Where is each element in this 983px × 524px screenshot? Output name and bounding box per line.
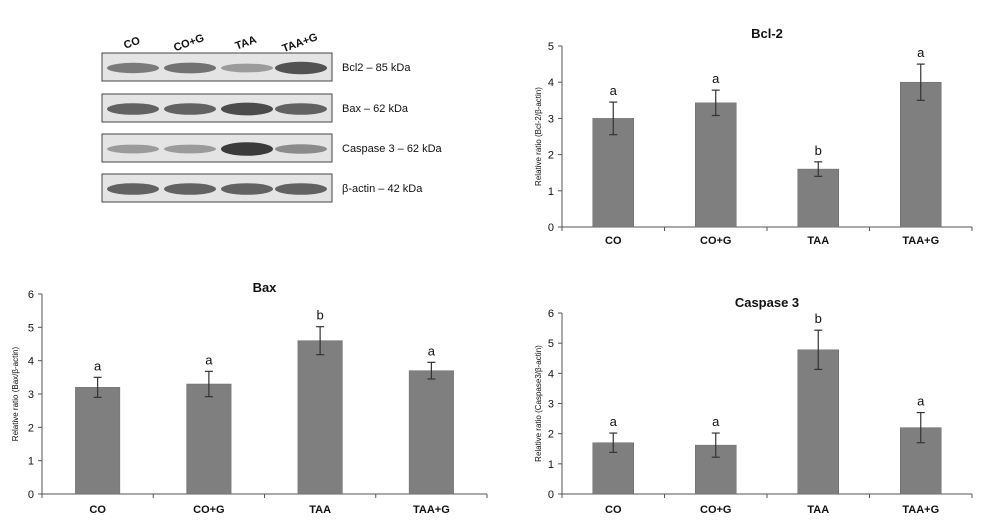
y-tick-label: 4: [548, 368, 554, 380]
y-tick-label: 1: [28, 456, 34, 468]
y-tick-label: 6: [548, 308, 554, 320]
caspase3-chart: Caspase 3 Relative ratio (Caspase3/β-acti…: [534, 295, 973, 516]
bar-3: [408, 370, 454, 495]
category-label-1: CO+G: [700, 235, 731, 247]
y-axis-label: Relative ratio (Caspase3/β-actin): [534, 345, 543, 462]
chart-title: Bax: [253, 280, 278, 295]
bcl2-chart: Bcl-2 Relative ratio (Bcl-2/β-actin) 0 1 2 3 4…: [534, 26, 973, 247]
significance-label-2: b: [815, 311, 822, 326]
y-tick-label: 3: [548, 399, 554, 411]
bax-chart: Bax Relative ratio (Bax/β-actin) 0 1 2 3 4 5 6 a C…: [11, 280, 488, 516]
significance-label-2: b: [815, 143, 822, 158]
y-tick-label: 1: [548, 186, 554, 198]
blot-band: [221, 183, 273, 195]
blot-band: [221, 63, 273, 73]
blot-band: [164, 62, 216, 74]
blot-band: [164, 144, 216, 154]
chart-title: Bcl-2: [751, 26, 783, 41]
significance-label-3: a: [428, 343, 436, 358]
blot-band: [164, 183, 216, 195]
bar-3: [900, 81, 942, 228]
blot-band: [164, 103, 216, 115]
significance-label-1: a: [712, 71, 720, 86]
y-tick-label: 1: [548, 459, 554, 471]
y-tick-label: 3: [28, 389, 34, 401]
y-tick-label: 6: [28, 289, 34, 301]
y-tick-label: 2: [28, 422, 34, 434]
blot-band: [107, 183, 159, 195]
y-tick-label: 0: [548, 489, 554, 501]
significance-label-1: a: [205, 352, 213, 367]
y-tick-label: 0: [548, 222, 554, 234]
band-label-1: Bax – 62 kDa: [342, 103, 409, 115]
western-blot-panel: CO CO+G TAA TAA+G Bcl2 – 85 kDa Bax – 62 kDa C…: [101, 31, 443, 203]
bar-2: [797, 349, 839, 495]
significance-label-3: a: [917, 45, 925, 60]
blot-band: [221, 102, 273, 116]
lane-label-0: CO: [122, 35, 142, 52]
blot-band: [275, 144, 327, 154]
y-axis-label: Relative ratio (Bcl-2/β-actin): [534, 87, 543, 186]
blot-band: [107, 144, 159, 154]
significance-label-1: a: [712, 414, 720, 429]
bar-1: [695, 102, 737, 228]
blot-row-1: Bax – 62 kDa: [101, 93, 409, 123]
bar-1: [186, 383, 232, 495]
y-tick-label: 5: [548, 338, 554, 350]
category-label-3: TAA+G: [413, 504, 450, 516]
blot-row-3: β-actin – 42 kDa: [101, 173, 423, 203]
y-tick-label: 4: [548, 77, 554, 89]
category-label-0: CO: [605, 235, 622, 247]
band-label-0: Bcl2 – 85 kDa: [342, 62, 411, 74]
bar-0: [592, 118, 634, 228]
y-tick-label: 0: [28, 489, 34, 501]
category-label-2: TAA: [807, 504, 829, 516]
blot-band: [275, 183, 327, 195]
y-tick-label: 2: [548, 429, 554, 441]
significance-label-2: b: [317, 308, 324, 323]
significance-label-0: a: [610, 414, 618, 429]
y-tick-label: 5: [28, 322, 34, 334]
category-label-1: CO+G: [193, 504, 224, 516]
lane-label-3: TAA+G: [281, 31, 320, 55]
blot-band: [275, 61, 327, 75]
significance-label-0: a: [94, 358, 102, 373]
blot-band: [221, 142, 273, 156]
significance-label-3: a: [917, 394, 925, 409]
category-label-3: TAA+G: [902, 235, 939, 247]
category-label-1: CO+G: [700, 504, 731, 516]
category-label-0: CO: [605, 504, 622, 516]
blot-band: [107, 103, 159, 115]
y-tick-label: 4: [28, 356, 34, 368]
category-label-3: TAA+G: [902, 504, 939, 516]
y-tick-label: 5: [548, 41, 554, 53]
category-label-2: TAA: [807, 235, 829, 247]
bar-2: [797, 168, 839, 228]
band-label-3: β-actin – 42 kDa: [342, 183, 423, 195]
chart-title: Caspase 3: [735, 295, 799, 310]
blot-band: [275, 103, 327, 115]
blot-band: [107, 62, 159, 74]
category-label-2: TAA: [309, 504, 331, 516]
band-label-2: Caspase 3 – 62 kDa: [342, 143, 443, 155]
y-tick-label: 3: [548, 113, 554, 125]
y-axis-label: Relative ratio (Bax/β-actin): [11, 346, 20, 441]
blot-row-0: Bcl2 – 85 kDa: [101, 52, 411, 82]
category-label-0: CO: [89, 504, 106, 516]
bar-0: [75, 387, 121, 495]
bar-2: [297, 340, 343, 495]
lane-label-1: CO+G: [172, 32, 206, 54]
lane-label-2: TAA: [234, 34, 259, 53]
y-tick-label: 2: [548, 150, 554, 162]
significance-label-0: a: [610, 83, 618, 98]
blot-row-2: Caspase 3 – 62 kDa: [101, 133, 443, 163]
